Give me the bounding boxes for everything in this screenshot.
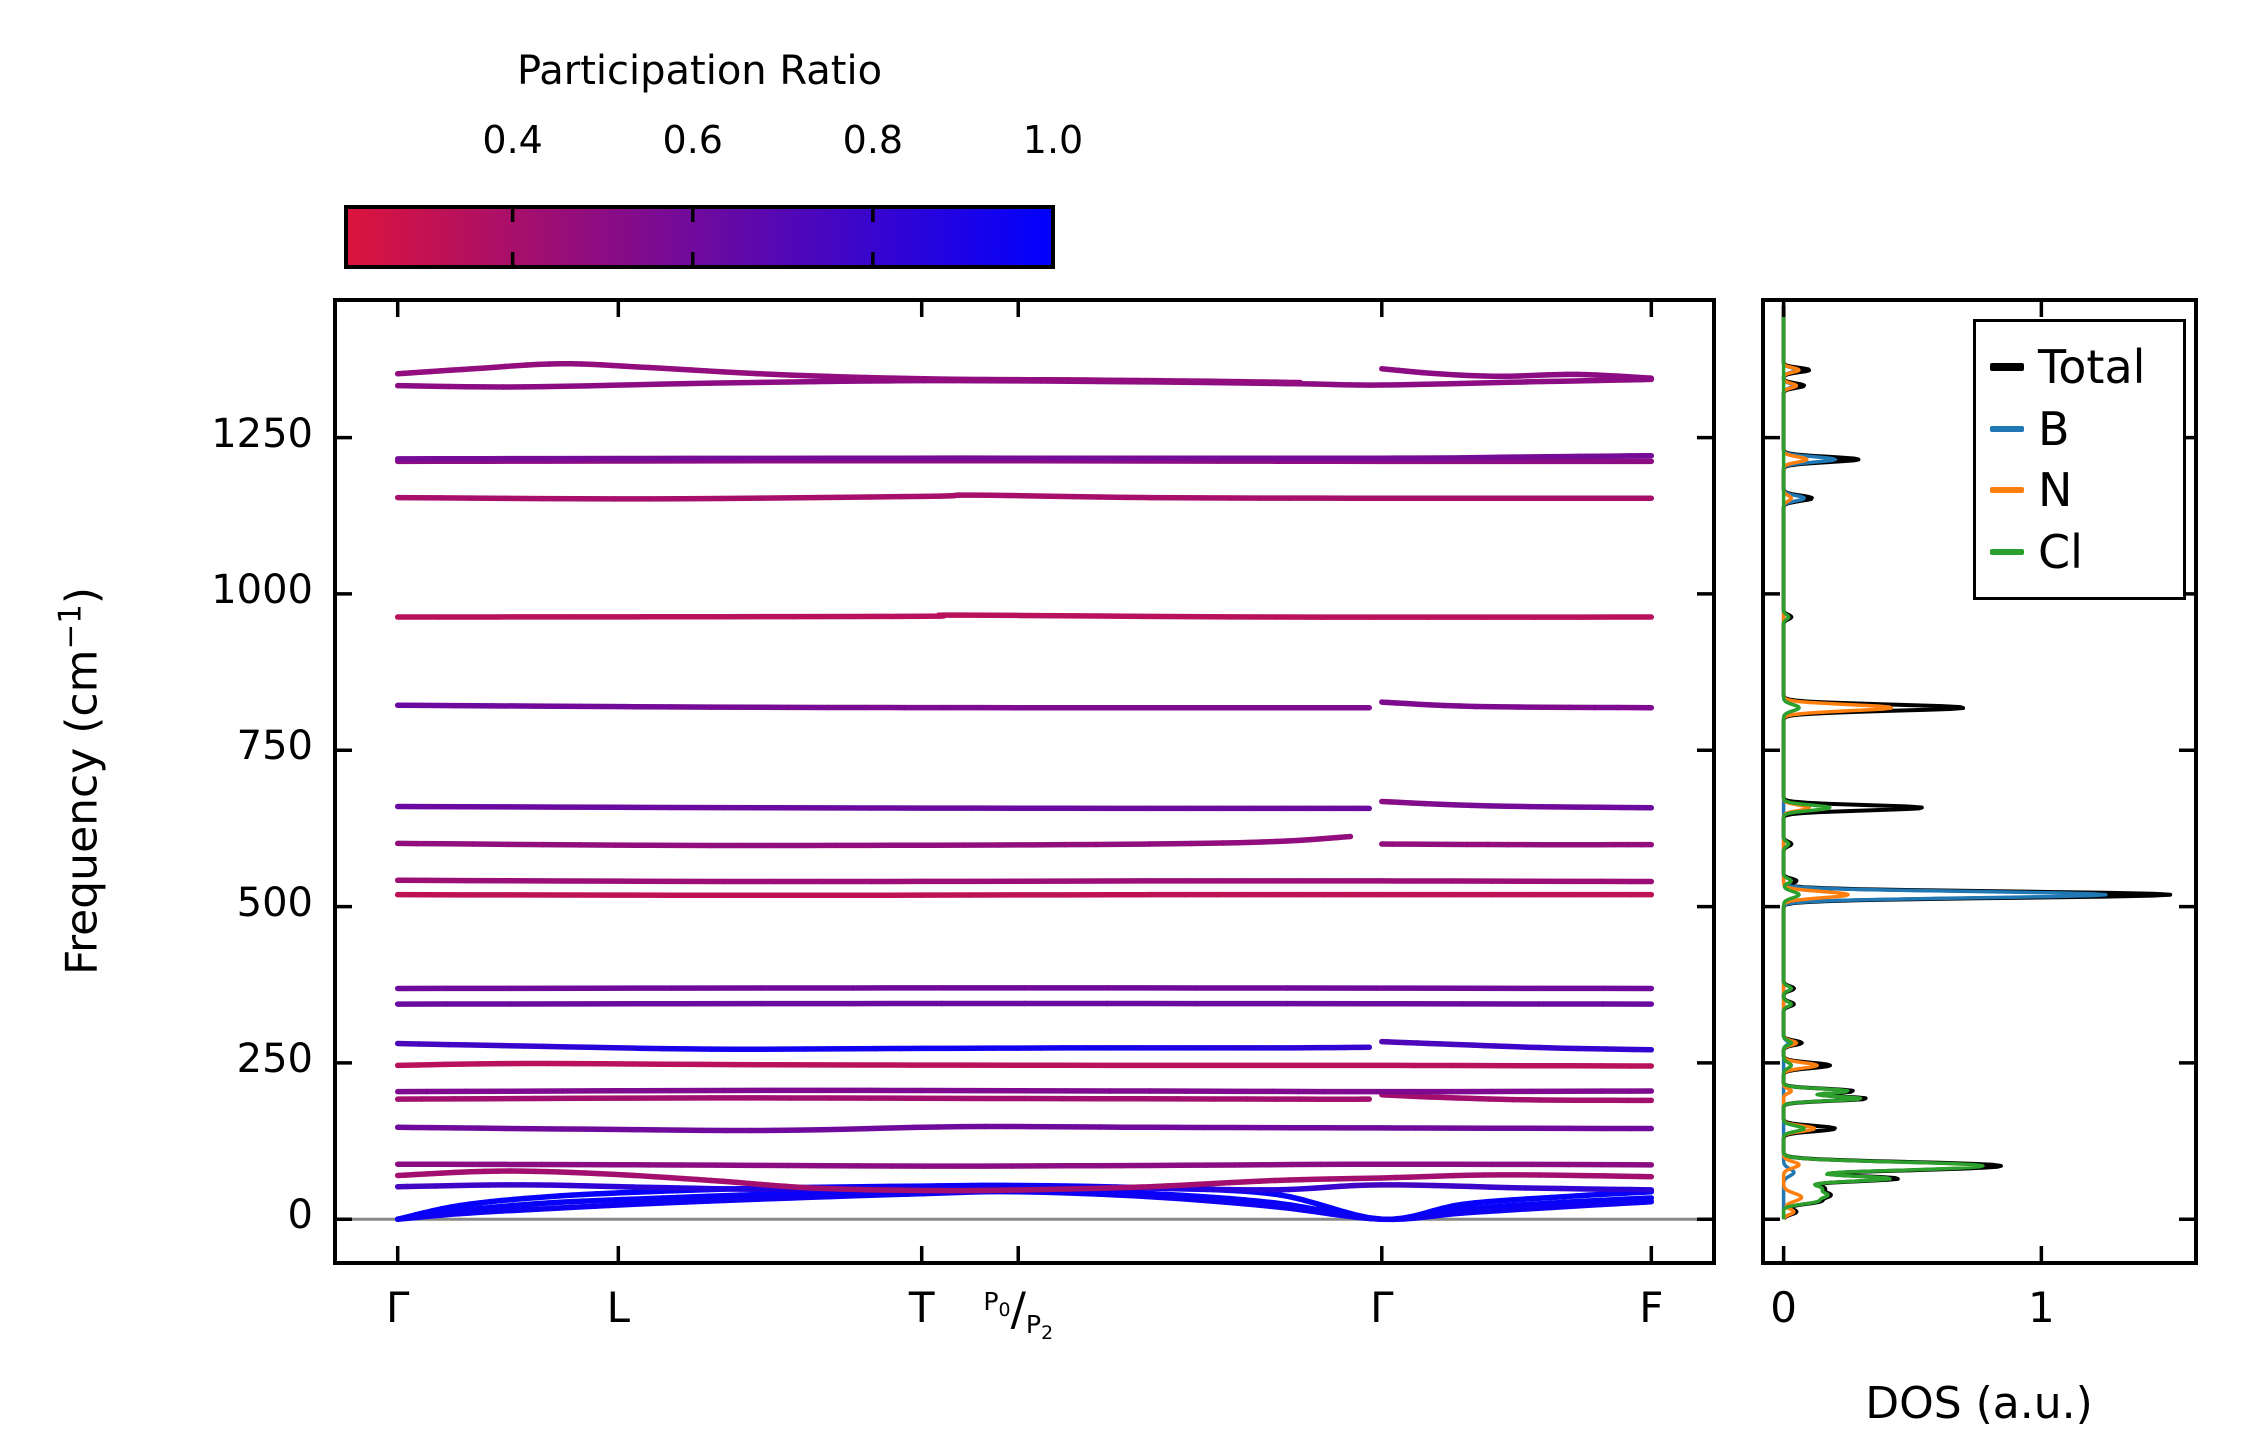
band-optical-658-left	[394, 803, 1372, 812]
band-optical-369	[394, 985, 1655, 992]
band-optical-87	[394, 1161, 1655, 1169]
band-optical-1355-left	[394, 361, 1304, 386]
band-optical-600-right	[1379, 841, 1655, 848]
colorbar-gradient	[344, 205, 1055, 269]
band-optical-205	[394, 1087, 1655, 1095]
band-optical-70	[394, 1168, 1655, 1194]
band-optical-246	[394, 1060, 1655, 1069]
band-optical-963	[394, 612, 1655, 620]
band-optical-192-left	[394, 1095, 1372, 1102]
band-optical-600-left	[394, 833, 1354, 849]
band-optical-344	[394, 1000, 1655, 1007]
dos-curve-N	[1781, 304, 1894, 1221]
band-optical-192-right	[1379, 1092, 1655, 1104]
band-structure-panel	[333, 298, 1716, 1265]
dos-curve-B	[1781, 304, 2108, 1221]
dos-curve-Total	[1781, 304, 2173, 1221]
band-optical-519	[394, 891, 1655, 899]
dos-panel	[1761, 298, 2198, 1265]
colorbar	[344, 205, 1055, 269]
band-optical-276-right	[1379, 1038, 1655, 1053]
band-optical-818-right	[1379, 699, 1655, 711]
dos-axes-frame	[1761, 298, 2198, 1265]
phonon-bands	[394, 361, 1655, 1223]
band-axes-frame	[333, 298, 1716, 1265]
band-optical-1217	[394, 452, 1655, 462]
band-optical-148	[394, 1123, 1655, 1134]
band-optical-1355-right	[1379, 366, 1655, 381]
band-optical-1153	[394, 492, 1655, 502]
band-optical-818-left	[394, 702, 1372, 711]
band-optical-541	[394, 877, 1655, 885]
band-optical-276-left	[394, 1040, 1372, 1052]
axis-ticks	[335, 300, 2196, 1263]
band-optical-658-right	[1379, 798, 1655, 811]
dos-curve-Cl	[1781, 304, 1985, 1221]
